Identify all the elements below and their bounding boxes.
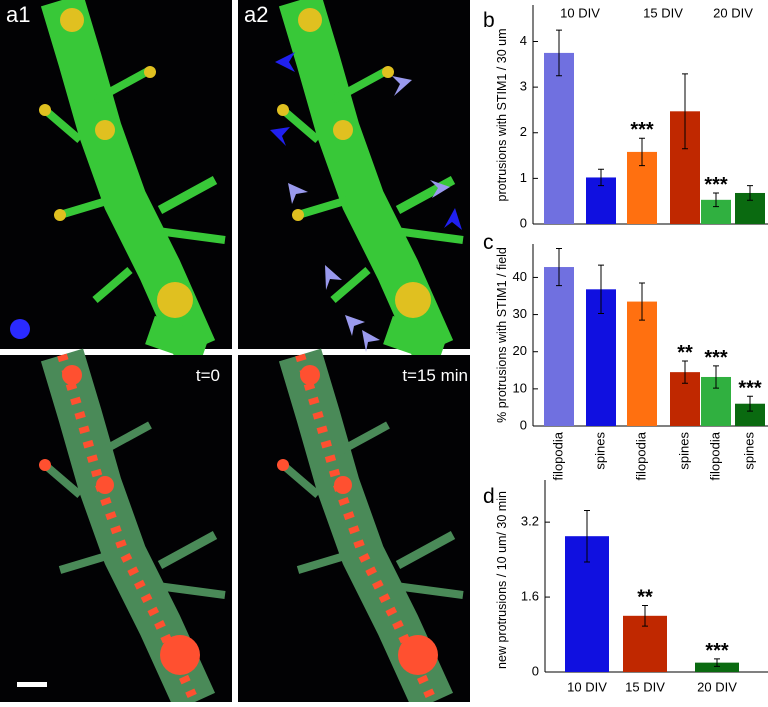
y-tick-label: 0 xyxy=(532,663,539,678)
significance: ** xyxy=(637,587,653,609)
error-bar xyxy=(642,605,648,627)
bar xyxy=(735,403,765,426)
x-tick-label: filopodia xyxy=(633,431,648,480)
y-tick-label: 1 xyxy=(520,170,527,185)
image-label: a1 xyxy=(6,2,30,27)
micrograph xyxy=(0,0,232,349)
y-tick-label: 0 xyxy=(520,215,527,230)
bar xyxy=(627,301,657,426)
error-bar xyxy=(682,360,688,384)
x-tick-label: spines xyxy=(592,432,607,470)
error-bar xyxy=(598,264,604,314)
error-bar xyxy=(714,658,720,667)
error-bar xyxy=(639,282,645,321)
image-label: t=15 min xyxy=(402,366,468,385)
significance: *** xyxy=(630,119,654,141)
y-tick-label: 4 xyxy=(520,33,527,48)
x-tick-label: 15 DIV xyxy=(625,679,665,694)
error-bar xyxy=(747,395,753,412)
scale-bar xyxy=(17,682,47,687)
micrograph xyxy=(0,355,232,702)
arrowheads xyxy=(270,52,462,352)
y-tick-label: 10 xyxy=(513,380,527,395)
x-tick-label: spines xyxy=(676,432,691,470)
error-bar xyxy=(747,185,753,201)
panel-label: c xyxy=(483,231,494,254)
error-bar xyxy=(639,137,645,167)
image-label: t=0 xyxy=(196,366,220,385)
x-tick-label: filopodia xyxy=(550,431,565,480)
group-label: 10 DIV xyxy=(560,5,600,20)
significance: *** xyxy=(704,174,728,196)
error-bar xyxy=(556,247,562,287)
y-tick-label: 2 xyxy=(520,124,527,139)
y-tick-label: 1.6 xyxy=(521,589,539,604)
x-tick-label: spines xyxy=(741,432,756,470)
panel-label: b xyxy=(483,9,495,32)
y-axis-label: new protrusions / 10 um/ 30 min xyxy=(495,491,509,669)
x-tick-label: 10 DIV xyxy=(567,679,607,694)
error-bar xyxy=(584,509,590,563)
error-bar xyxy=(556,29,562,77)
marker-dot xyxy=(10,319,30,339)
group-label: 20 DIV xyxy=(713,5,753,20)
image-label: a2 xyxy=(244,2,268,27)
bar xyxy=(544,52,574,224)
significance: ** xyxy=(677,342,693,364)
y-tick-label: 30 xyxy=(513,306,527,321)
y-tick-label: 3 xyxy=(520,79,527,94)
y-axis-label: protrusions with STIM1 / 30 um xyxy=(495,29,509,202)
error-bar xyxy=(713,192,719,208)
error-bar xyxy=(713,365,719,389)
x-tick-label: filopodia xyxy=(707,431,722,480)
panel-label: d xyxy=(483,485,495,508)
bar xyxy=(695,662,739,672)
micrograph xyxy=(238,355,470,702)
x-tick-label: 20 DIV xyxy=(697,679,737,694)
significance: *** xyxy=(705,640,729,662)
error-bar xyxy=(598,168,604,187)
y-axis-label: % protrusions with STIM1 / field xyxy=(495,247,509,423)
error-bar xyxy=(682,73,688,150)
y-tick-label: 3.2 xyxy=(521,514,539,529)
y-tick-label: 20 xyxy=(513,343,527,358)
y-tick-label: 40 xyxy=(513,269,527,284)
micrograph xyxy=(238,0,470,349)
y-tick-label: 0 xyxy=(520,417,527,432)
group-label: 15 DIV xyxy=(643,5,683,20)
significance: *** xyxy=(738,377,762,399)
significance: *** xyxy=(704,347,728,369)
bar xyxy=(544,267,574,426)
